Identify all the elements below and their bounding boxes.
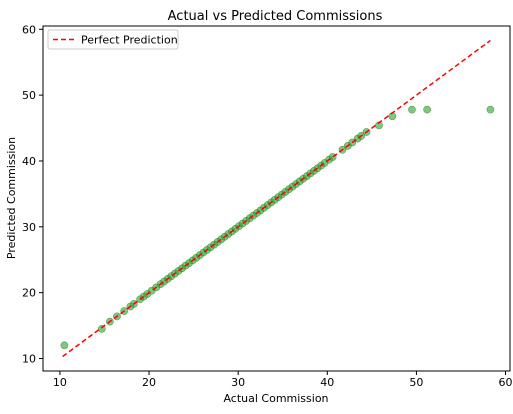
y-axis-ticks: 10 20 30 40 50 60 <box>22 23 43 365</box>
x-tick-label: 10 <box>53 376 67 389</box>
y-axis-label: Predicted Commission <box>5 137 18 259</box>
x-tick-label: 40 <box>320 376 334 389</box>
plot-area <box>42 25 511 372</box>
x-tick-label: 50 <box>409 376 423 389</box>
y-tick-label: 20 <box>22 287 36 300</box>
legend: Perfect Prediction <box>47 29 179 50</box>
legend-label: Perfect Prediction <box>81 34 178 47</box>
y-tick-label: 40 <box>22 155 36 168</box>
x-tick-label: 60 <box>499 376 513 389</box>
y-tick-label: 60 <box>22 23 36 36</box>
chart-title: Actual vs Predicted Commissions <box>168 9 383 24</box>
data-point <box>408 105 416 114</box>
y-tick-label: 10 <box>22 352 36 365</box>
x-tick-label: 30 <box>231 376 245 389</box>
legend-box <box>47 29 179 50</box>
data-point <box>60 341 69 350</box>
data-point <box>486 105 495 114</box>
y-tick-label: 50 <box>22 89 36 102</box>
x-tick-label: 20 <box>142 376 156 389</box>
perfect-prediction-line <box>62 39 491 358</box>
x-axis-ticks: 10 20 30 40 50 60 <box>53 371 513 389</box>
x-axis-label: Actual Commission <box>223 392 328 405</box>
perfect-prediction-layer <box>62 39 491 358</box>
data-point <box>423 105 432 114</box>
y-tick-label: 30 <box>22 221 36 234</box>
